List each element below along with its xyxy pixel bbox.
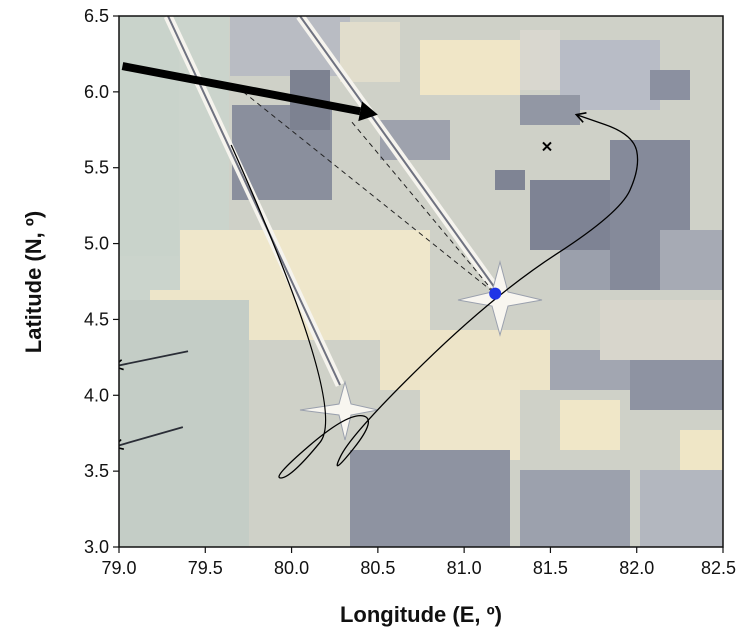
data-marks — [489, 141, 552, 300]
x-tick-label: 80.0 — [274, 558, 309, 578]
y-tick-label: 6.5 — [84, 6, 109, 26]
x-tick-label: 82.0 — [619, 558, 654, 578]
x-tick-label: 79.0 — [101, 558, 136, 578]
thick-arrow-shaft — [121, 62, 361, 116]
y-tick-label: 6.0 — [84, 82, 109, 102]
y-tick-label: 5.5 — [84, 158, 109, 178]
y-axis-title: Latitude (N, º) — [21, 211, 46, 353]
x-tick-label: 82.5 — [701, 558, 736, 578]
y-tick-label: 4.5 — [84, 309, 109, 329]
y-tick-label: 4.0 — [84, 385, 109, 405]
x-marker — [542, 141, 552, 152]
blue-dot-marker — [489, 287, 502, 300]
y-tick-label: 5.0 — [84, 234, 109, 254]
dashed-line — [351, 121, 496, 294]
overlay-annotations — [119, 62, 639, 479]
x-tick-label: 81.5 — [533, 558, 568, 578]
x-tick-label: 80.5 — [360, 558, 395, 578]
x-axis-title: Longitude (E, º) — [340, 602, 502, 627]
thick-arrow-head — [358, 101, 378, 122]
flight-track — [230, 112, 639, 479]
x-tick-label: 81.0 — [447, 558, 482, 578]
axis-ticks: 79.0 79.5 80.0 80.5 81.0 81.5 82.0 82.5 3.0 3.5 4.… — [84, 6, 736, 578]
wind-arrow — [119, 426, 184, 450]
x-tick-label: 79.5 — [188, 558, 223, 578]
wind-arrow — [119, 350, 189, 371]
plot-frame — [118, 15, 724, 548]
y-tick-label: 3.0 — [84, 537, 109, 557]
y-tick-label: 3.5 — [84, 461, 109, 481]
